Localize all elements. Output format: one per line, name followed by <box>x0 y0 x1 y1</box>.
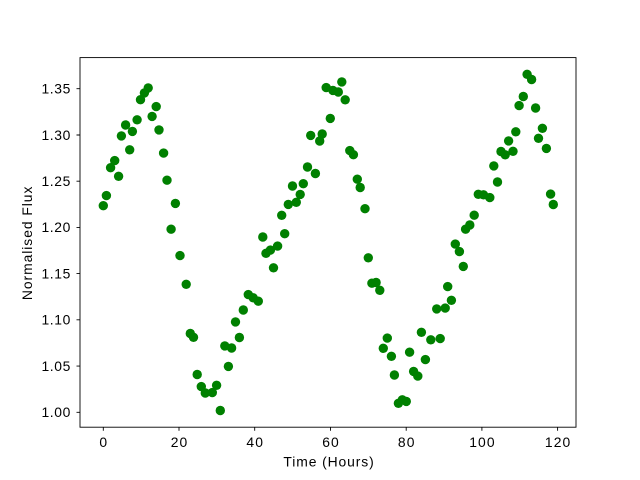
svg-text:120: 120 <box>545 434 571 450</box>
svg-text:100: 100 <box>469 434 495 450</box>
svg-text:40: 40 <box>246 434 264 450</box>
svg-text:60: 60 <box>322 434 340 450</box>
svg-text:1.20: 1.20 <box>41 219 70 235</box>
svg-text:20: 20 <box>171 434 189 450</box>
svg-text:1.25: 1.25 <box>41 173 70 189</box>
svg-text:1.15: 1.15 <box>41 265 70 281</box>
svg-text:Time (Hours): Time (Hours) <box>283 454 374 470</box>
svg-text:1.10: 1.10 <box>41 312 70 328</box>
svg-text:1.30: 1.30 <box>41 127 70 143</box>
svg-text:Normalised Flux: Normalised Flux <box>19 186 35 300</box>
svg-text:1.00: 1.00 <box>41 404 70 420</box>
svg-text:1.35: 1.35 <box>41 81 70 97</box>
svg-text:80: 80 <box>398 434 416 450</box>
svg-text:1.05: 1.05 <box>41 358 70 374</box>
svg-text:0: 0 <box>99 434 108 450</box>
